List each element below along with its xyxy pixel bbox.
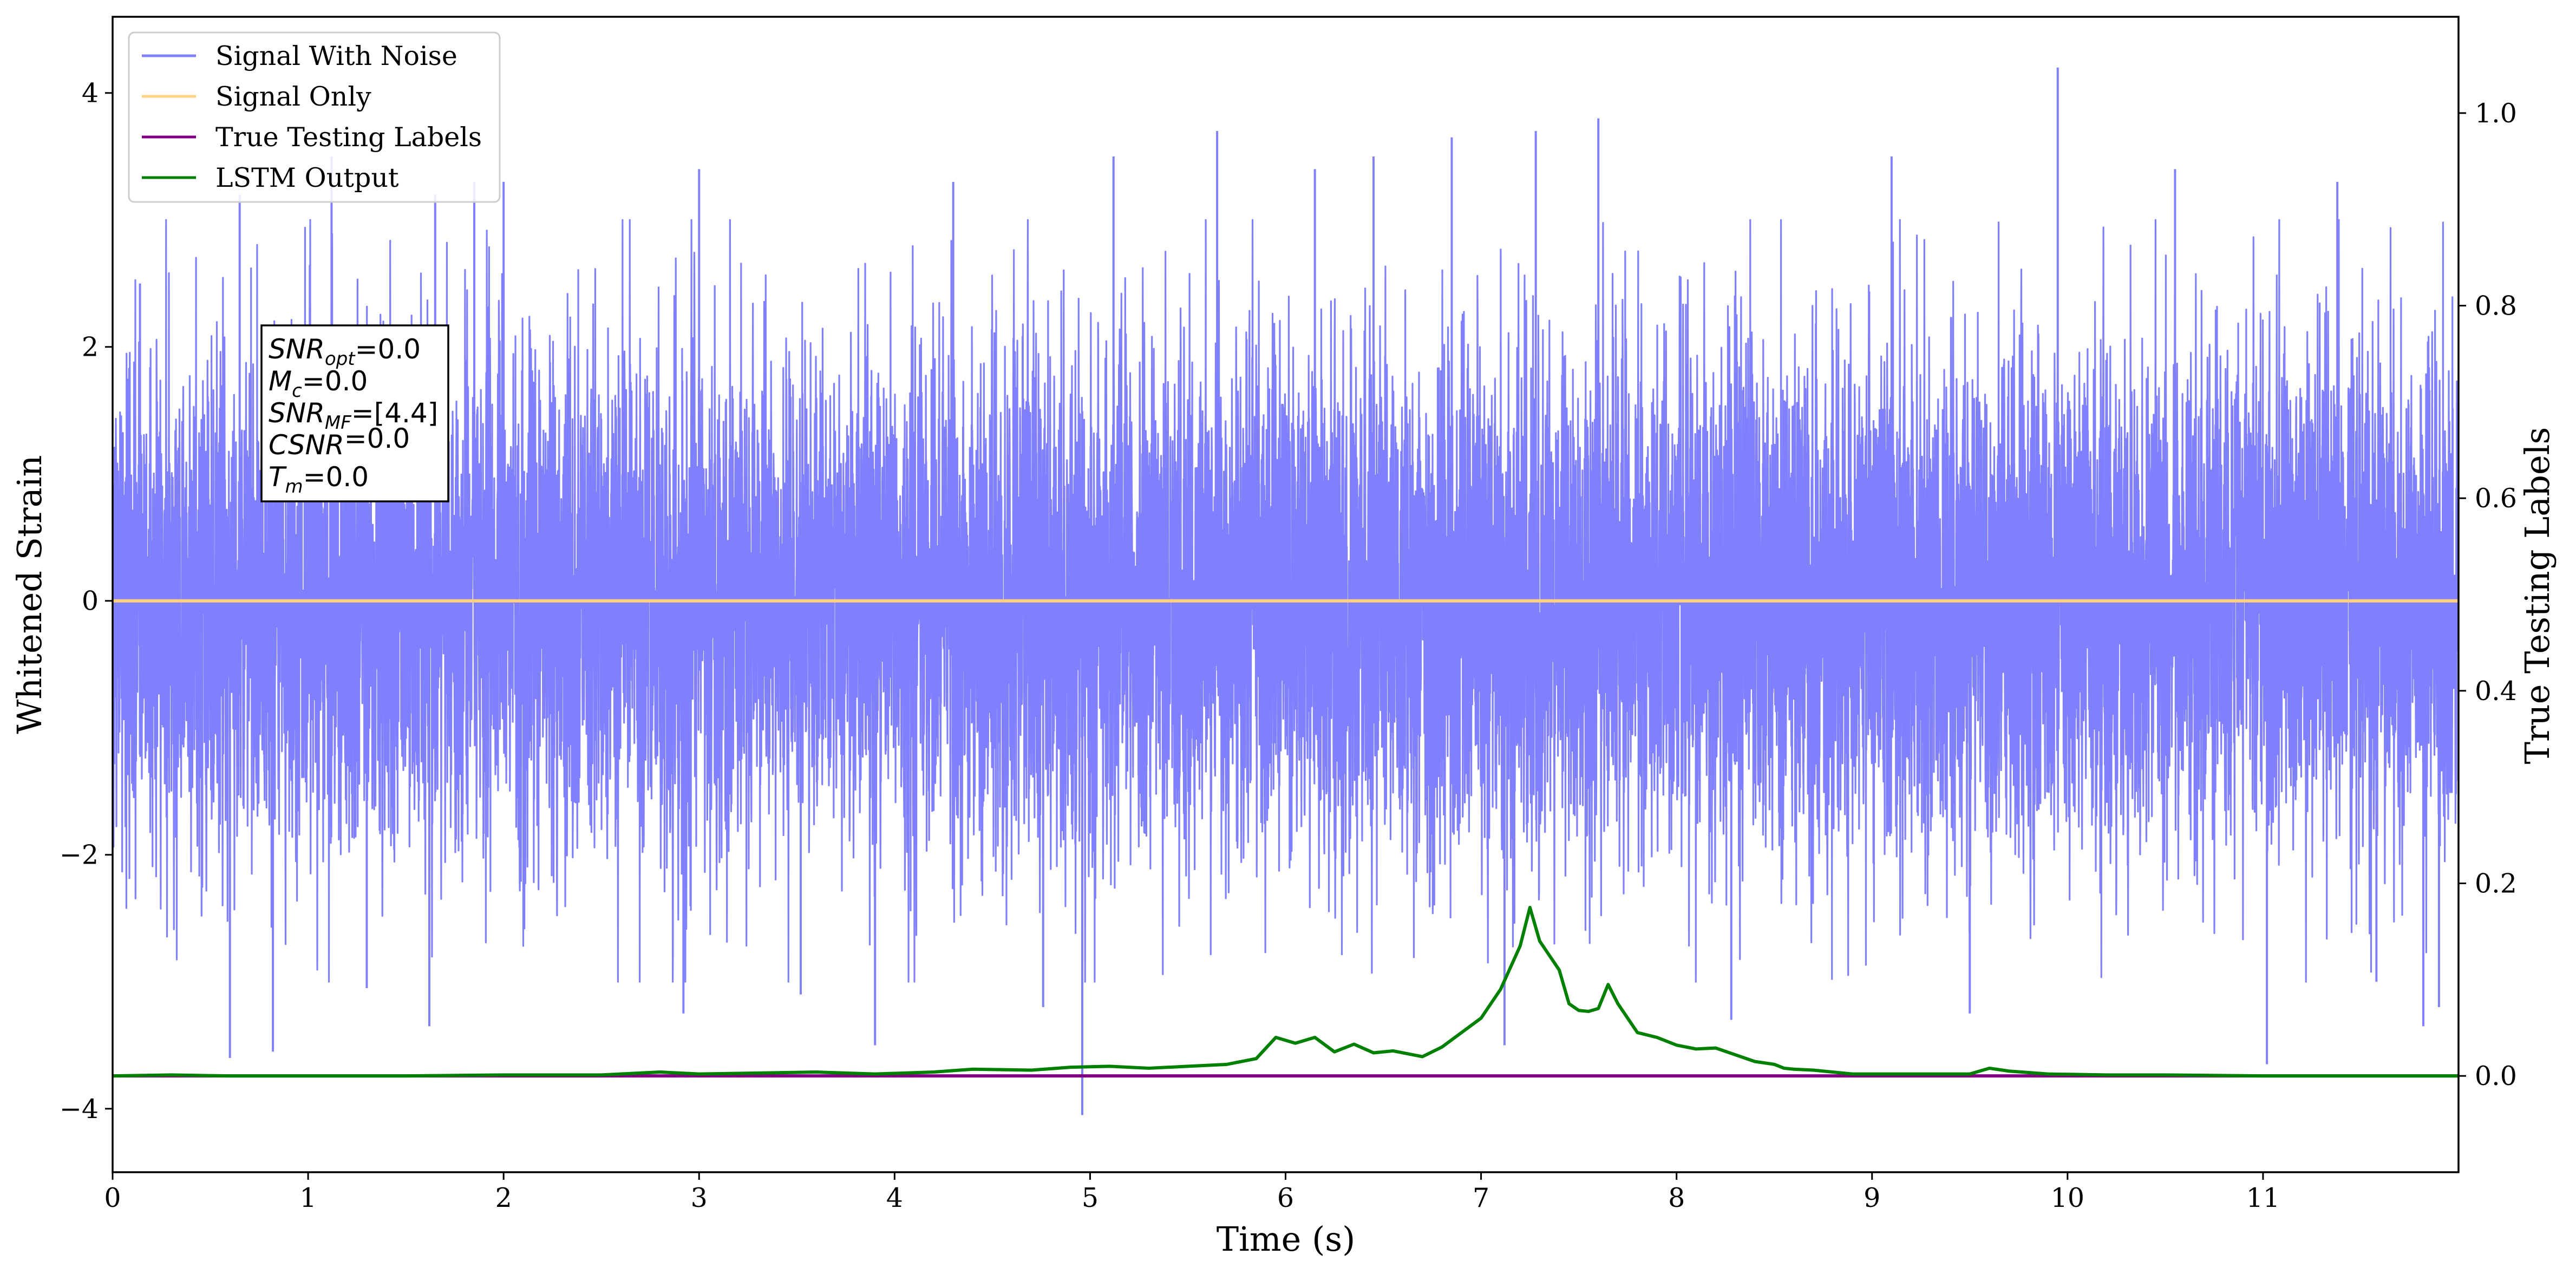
- annotation-value: =[4.4]: [351, 397, 438, 429]
- annotation-line: CSNR=0.0: [269, 423, 410, 461]
- x-tick-label: 4: [886, 1182, 903, 1213]
- annotation-value: =0.0: [344, 423, 410, 454]
- x-tick-label: 11: [2246, 1182, 2280, 1213]
- x-tick-label: 1: [299, 1182, 316, 1213]
- annotation-base: T: [269, 461, 287, 493]
- legend-label-signal-with-noise: Signal With Noise: [215, 41, 457, 71]
- y-tick-label-right: 1.0: [2475, 98, 2517, 129]
- annotation-sub: MF: [325, 412, 351, 434]
- annotation-sub: c: [292, 380, 302, 402]
- signal-with-noise-series: [112, 67, 2460, 1115]
- annotation-value: =0.0: [302, 365, 368, 397]
- annotation-value: =0.0: [355, 334, 421, 365]
- y-tick-label-left: −4: [60, 1094, 99, 1125]
- y-tick-label-right: 0.0: [2475, 1061, 2517, 1092]
- x-tick-label: 2: [495, 1182, 512, 1213]
- x-tick-label: 10: [2051, 1182, 2084, 1213]
- x-axis-label: Time (s): [1217, 1219, 1356, 1259]
- annotation-line: SNRMF=[4.4]: [269, 397, 438, 434]
- legend-label-lstm-output: LSTM Output: [215, 162, 399, 193]
- x-tick-label: 9: [1864, 1182, 1880, 1213]
- legend-label-true-testing-labels: True Testing Labels: [215, 122, 482, 153]
- x-tick-label: 6: [1277, 1182, 1294, 1213]
- annotation-line: SNRopt=0.0: [269, 334, 421, 370]
- annotation-frame: [260, 324, 449, 502]
- annotation-base: SNR: [269, 397, 325, 429]
- legend-frame: [128, 31, 501, 203]
- y-axis-label-left: Whitened Strain: [10, 455, 49, 734]
- legend-label-signal-only: Signal Only: [215, 81, 371, 112]
- series-line-lstm-output: [112, 905, 2459, 1078]
- y-tick-label-right: 0.8: [2475, 291, 2517, 322]
- annotation-sub: opt: [325, 348, 356, 370]
- annotation-base: M: [269, 365, 292, 397]
- x-tick-label: 3: [691, 1182, 708, 1213]
- x-tick-label: 8: [1668, 1182, 1685, 1213]
- annotation-line: Tm=0.0: [269, 461, 369, 498]
- x-tick-label: 7: [1473, 1182, 1489, 1213]
- y-tick-label-left: −2: [60, 840, 99, 871]
- annotation-value: =0.0: [303, 461, 369, 493]
- y-tick-label-right: 0.6: [2475, 483, 2517, 514]
- legend: Signal With Noise Signal Only True Testi…: [128, 31, 501, 203]
- x-tick-label: 0: [104, 1182, 121, 1213]
- y-tick-label-right: 0.4: [2475, 676, 2517, 707]
- y-tick-label-left: 2: [82, 332, 99, 363]
- annotation-sub: m: [285, 476, 303, 498]
- annotation-box: SNRopt=0.0 Mc=0.0 SNRMF=[4.4] CSNR=0.0 T…: [260, 324, 449, 502]
- x-tick-label: 5: [1082, 1182, 1099, 1213]
- y-tick-label-right: 0.2: [2475, 868, 2517, 899]
- axis-ticks-layer: 0 1 2 3 4 5 6 7 8 9 10 11 4 2 0 −2 −4 1.0 0.8 0.6 0.4 0.2 0.0: [60, 78, 2517, 1213]
- y-tick-label-left: 4: [82, 78, 99, 109]
- annotation-base: SNR: [269, 334, 325, 365]
- y-tick-label-left: 0: [82, 586, 99, 617]
- line-series-layer: [112, 599, 2459, 1078]
- annotation-line: Mc=0.0: [269, 365, 368, 402]
- y-axis-label-right: True Testing Labels: [2518, 427, 2557, 765]
- annotation-base: CSNR: [269, 429, 344, 461]
